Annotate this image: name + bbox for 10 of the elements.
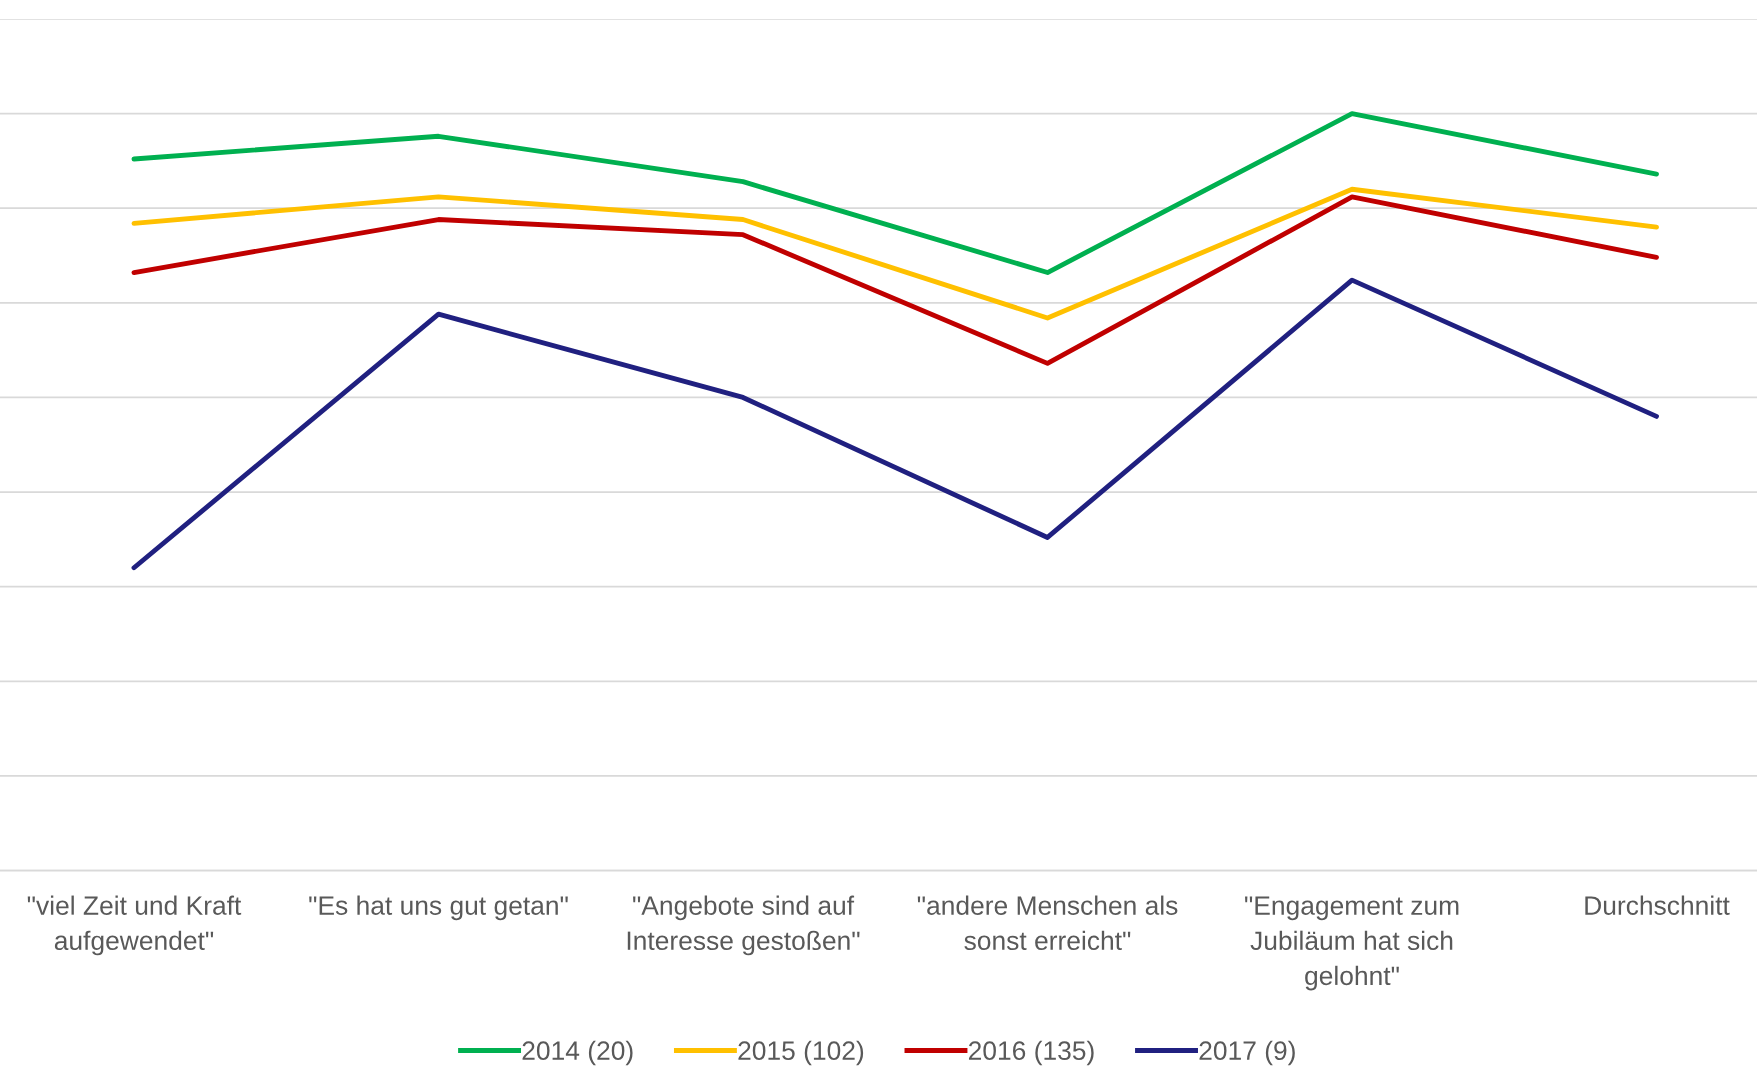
legend-label: 2017 (9) [1199, 1040, 1295, 1066]
x-tick-label: "viel Zeit und Kraft aufgewendet" [27, 895, 242, 956]
x-tick-label: "andere Menschen als sonst erreicht" [917, 895, 1178, 951]
x-tick-label: "Es hat uns gut getan" [309, 895, 568, 921]
legend-label: 2014 (20) [522, 1040, 633, 1066]
x-tick-label: "Angebote sind auf Interesse gestoßen" [627, 895, 860, 956]
legend-label: 2016 (135) [968, 1040, 1094, 1066]
legend-label: 2015 (102) [738, 1040, 864, 1066]
x-tick-label: "Engagement zum Jubiläum hat sich gelohnt" [1245, 896, 1459, 991]
x-tick-label: Durchschnitt [1585, 895, 1730, 915]
